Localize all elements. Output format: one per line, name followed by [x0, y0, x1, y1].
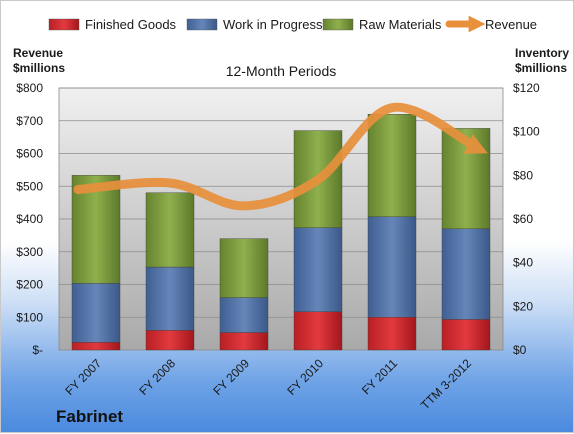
legend-label: Work in Progress — [223, 17, 323, 32]
left-tick-label: $800 — [16, 81, 43, 95]
right-axis-header-line2: $millions — [515, 61, 567, 75]
right-tick-label: $80 — [513, 168, 533, 182]
legend-swatch — [186, 18, 218, 31]
right-tick-label: $120 — [513, 81, 540, 95]
x-tick-label: TTM 3-2012 — [418, 356, 474, 412]
left-tick-label: $- — [32, 343, 43, 357]
chart-title: 12-Month Periods — [226, 63, 337, 79]
x-tick-label: FY 2010 — [284, 356, 326, 398]
bar-work-in-progress — [145, 266, 195, 331]
company-name: Fabrinet — [56, 407, 123, 426]
bar-work-in-progress — [441, 228, 491, 320]
legend-label: Revenue — [485, 17, 537, 32]
legend-label: Finished Goods — [85, 17, 177, 32]
left-tick-label: $400 — [16, 212, 43, 226]
revenue-line — [73, 102, 488, 211]
bar-finished-goods — [71, 342, 121, 351]
bar-finished-goods — [145, 330, 195, 351]
left-axis-header-line2: $millions — [13, 61, 65, 75]
right-tick-label: $100 — [513, 125, 540, 139]
left-axis-header-line1: Revenue — [13, 46, 63, 60]
left-tick-label: $200 — [16, 278, 43, 292]
bar-work-in-progress — [219, 297, 269, 333]
bar-finished-goods — [293, 311, 343, 351]
legend-label: Raw Materials — [359, 17, 442, 32]
left-tick-label: $300 — [16, 245, 43, 259]
left-tick-label: $500 — [16, 179, 43, 193]
bar-work-in-progress — [367, 216, 417, 318]
legend-swatch — [322, 18, 354, 31]
left-tick-label: $700 — [16, 114, 43, 128]
legend-swatch — [48, 18, 80, 31]
left-tick-label: $600 — [16, 147, 43, 161]
right-tick-label: $40 — [513, 256, 533, 270]
bar-raw-materials — [145, 192, 195, 268]
bar-work-in-progress — [293, 227, 343, 312]
x-tick-label: FY 2009 — [210, 356, 252, 398]
x-tick-label: FY 2007 — [62, 356, 104, 398]
right-axis-header-line1: Inventory — [515, 46, 569, 60]
bar-finished-goods — [219, 332, 269, 351]
right-tick-label: $0 — [513, 343, 527, 357]
right-tick-label: $60 — [513, 212, 533, 226]
right-tick-label: $20 — [513, 299, 533, 313]
bar-finished-goods — [367, 317, 417, 351]
bar-raw-materials — [219, 238, 269, 298]
x-tick-label: FY 2008 — [136, 356, 178, 398]
bar-finished-goods — [441, 319, 491, 351]
bar-raw-materials — [367, 113, 417, 218]
x-tick-label: FY 2011 — [359, 356, 400, 397]
bar-work-in-progress — [71, 283, 121, 343]
left-tick-label: $100 — [16, 310, 43, 324]
